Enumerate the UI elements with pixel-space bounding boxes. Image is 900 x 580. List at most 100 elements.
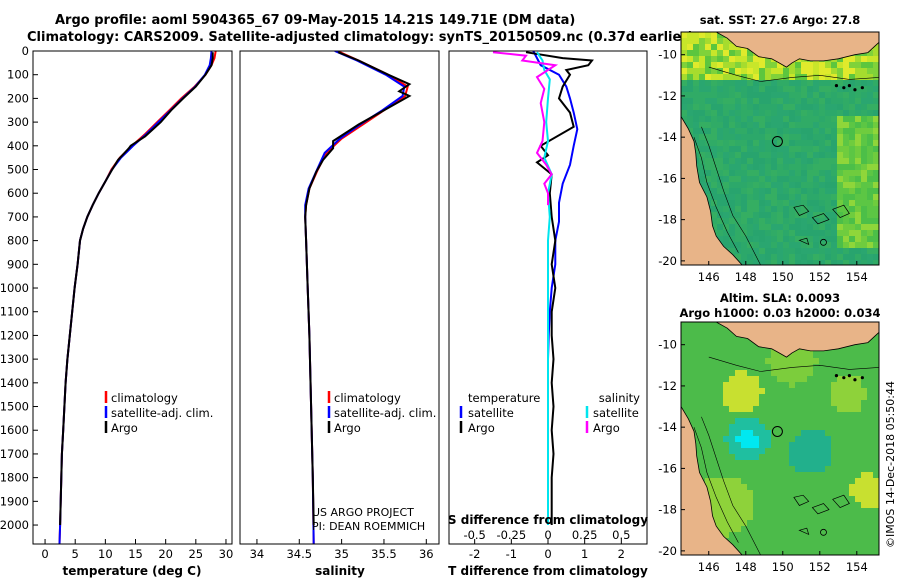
- map-cell: [801, 92, 808, 99]
- map-cell: [753, 448, 760, 455]
- map-cell: [729, 248, 736, 255]
- map-cell: [765, 508, 772, 515]
- map-cell: [825, 448, 832, 455]
- map-cell: [825, 236, 832, 243]
- map-cell: [795, 424, 802, 431]
- map-cell: [873, 194, 879, 201]
- map-cell: [723, 242, 730, 249]
- map-cell: [849, 538, 856, 545]
- map-cell: [867, 412, 874, 419]
- map-cell: [825, 406, 832, 413]
- map-cell: [705, 188, 712, 195]
- map-cell: [813, 484, 820, 491]
- map-cell: [735, 508, 742, 515]
- map-cell: [783, 472, 790, 479]
- map-cell: [819, 92, 826, 99]
- map-cell: [807, 236, 814, 243]
- map-cell: [717, 376, 724, 383]
- map-cell: [699, 68, 706, 75]
- map-cell: [807, 532, 814, 539]
- map-cell: [747, 358, 754, 365]
- map-cell: [843, 484, 850, 491]
- map-cell: [789, 182, 796, 189]
- map-cell: [771, 544, 778, 551]
- map-cell: [825, 490, 832, 497]
- map-cell: [693, 92, 700, 99]
- map-cell: [837, 122, 844, 129]
- map-cell: [837, 514, 844, 521]
- map-cell: [837, 526, 844, 533]
- map-cell: [711, 164, 718, 171]
- map-cell: [819, 254, 826, 261]
- map-cell: [777, 188, 784, 195]
- map-cell: [843, 86, 850, 93]
- map-cell: [825, 484, 832, 491]
- map-cell: [795, 466, 802, 473]
- map-cell: [831, 406, 838, 413]
- map-cell: [687, 50, 694, 57]
- map-cell: [843, 248, 850, 255]
- map-cell: [873, 532, 879, 539]
- map-cell: [705, 164, 712, 171]
- map-cell: [759, 550, 766, 555]
- map-cell: [837, 454, 844, 461]
- x-tick-label: 150: [772, 270, 794, 284]
- map-cell: [771, 352, 778, 359]
- y-tick-label: 1800: [0, 471, 29, 485]
- map-cell: [759, 352, 766, 359]
- map-cell: [723, 478, 730, 485]
- y-tick-label: 1500: [0, 400, 29, 414]
- map-cell: [765, 526, 772, 533]
- map-cell: [825, 218, 832, 225]
- map-cell: [825, 254, 832, 261]
- map-cell: [831, 478, 838, 485]
- map-cell: [843, 170, 850, 177]
- legend-argo-label: Argo: [111, 421, 138, 435]
- map-cell: [771, 146, 778, 153]
- map-cell: [825, 532, 832, 539]
- map-cell: [855, 436, 862, 443]
- map-cell: [855, 376, 862, 383]
- map-cell: [759, 418, 766, 425]
- map-cell: [711, 346, 718, 353]
- map-cell: [849, 448, 856, 455]
- map-cell: [699, 110, 706, 117]
- map-cell: [759, 466, 766, 473]
- map-cell: [771, 514, 778, 521]
- map-cell: [831, 164, 838, 171]
- map-cell: [807, 412, 814, 419]
- map-cell: [813, 62, 820, 69]
- map-cell: [813, 448, 820, 455]
- map-cell: [717, 176, 724, 183]
- isobath-line: [701, 416, 761, 555]
- map-cell: [843, 134, 850, 141]
- map-cell: [873, 472, 879, 479]
- map-cell: [861, 436, 868, 443]
- map-cell: [873, 170, 879, 177]
- map-cell: [801, 388, 808, 395]
- map-cell: [729, 200, 736, 207]
- map-cell: [759, 86, 766, 93]
- map-cell: [723, 418, 730, 425]
- map-cell: [747, 158, 754, 165]
- x-tick-label: 25: [188, 547, 203, 561]
- map-cell: [687, 92, 694, 99]
- map-cell: [741, 436, 748, 443]
- map-cell: [705, 466, 712, 473]
- map-cell: [747, 140, 754, 147]
- map-cell: [735, 68, 742, 75]
- map-cell: [753, 206, 760, 213]
- map-cell: [813, 128, 820, 135]
- map-cell: [705, 454, 712, 461]
- map-cell: [729, 56, 736, 63]
- map-cell: [789, 484, 796, 491]
- y-tick-label: 1200: [0, 328, 29, 342]
- map-cell: [783, 418, 790, 425]
- map-cell: [771, 550, 778, 555]
- map-cell: [699, 358, 706, 365]
- map-cell: [711, 92, 718, 99]
- map-cell: [849, 104, 856, 111]
- map-cell: [753, 134, 760, 141]
- map-cell: [741, 538, 748, 545]
- map-cell: [849, 406, 856, 413]
